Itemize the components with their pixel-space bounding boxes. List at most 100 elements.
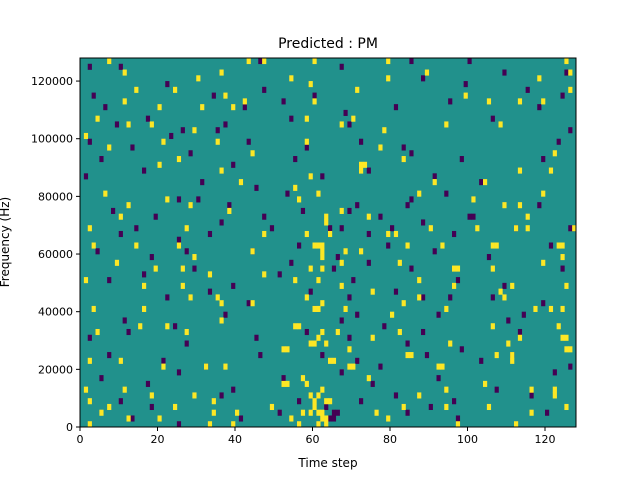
heatmap-cell-high (107, 403, 112, 411)
heatmap-cell-low (91, 92, 96, 99)
heatmap-cell-high (103, 190, 108, 197)
heatmap-cell-low (169, 132, 174, 140)
heatmap-cell-high (87, 357, 92, 364)
heatmap-cell-high (397, 328, 402, 336)
heatmap-cell-high (231, 104, 236, 111)
heatmap-cell-low (176, 421, 182, 428)
heatmap-cell-low (149, 254, 154, 261)
heatmap-cell-low (421, 294, 426, 301)
heatmap-cell-high (417, 294, 422, 301)
heatmap-cell-low (467, 213, 472, 220)
heatmap-cell-low (409, 150, 414, 157)
heatmap-cell-low (564, 69, 569, 76)
heatmap-cell-high (211, 409, 216, 416)
heatmap-cell-high (444, 386, 449, 393)
heatmap-cell-low (126, 328, 131, 336)
plot-background (80, 58, 576, 427)
heatmap-cell-high (529, 409, 534, 416)
heatmap-cell-low (335, 254, 340, 261)
heatmap-cell-low (99, 375, 104, 382)
heatmap-cell-low (459, 156, 464, 163)
x-tick-label: 0 (77, 433, 84, 446)
heatmap-cell-low (448, 294, 453, 301)
heatmap-cell-high (560, 334, 565, 341)
heatmap-cell-low (87, 334, 92, 341)
heatmap-cell-high (289, 75, 294, 82)
heatmap-cell-high (211, 398, 216, 405)
y-axis-label: Frequency (Hz) (0, 197, 12, 288)
heatmap-cell-low (176, 236, 182, 243)
heatmap-cell-low (118, 230, 123, 238)
heatmap-cell-high (452, 282, 457, 289)
heatmap-cell-high (335, 328, 340, 336)
heatmap-cell-high (126, 121, 131, 128)
heatmap-cell-high (564, 334, 569, 341)
heatmap-cell-low (130, 415, 135, 422)
x-tick-label: 40 (228, 433, 242, 446)
heatmap-cell-high (219, 167, 224, 174)
heatmap-cell-high (157, 161, 162, 168)
heatmap-cell-low (494, 386, 499, 393)
heatmap-cell-low (188, 150, 193, 157)
heatmap-cell-low (421, 75, 426, 82)
heatmap-cell-low (560, 92, 565, 99)
heatmap-cell-low (107, 277, 112, 284)
heatmap-cell-low (281, 375, 286, 382)
heatmap-cell-high (568, 86, 573, 93)
heatmap-cell-low (331, 265, 337, 272)
heatmap-cell-high (483, 179, 488, 186)
y-tick-label: 100000 (31, 133, 73, 146)
heatmap-cell-high (219, 300, 224, 307)
heatmap-cell-low (479, 357, 484, 364)
heatmap-cell-high (165, 196, 170, 203)
heatmap-cell-high (297, 196, 302, 203)
heatmap-cell-low (452, 230, 457, 238)
heatmap-cell-low (246, 138, 251, 145)
heatmap-cell-high (320, 409, 325, 416)
heatmap-cell-high (452, 265, 457, 272)
heatmap-cell-low (529, 392, 534, 399)
heatmap-cell-high (192, 254, 197, 261)
heatmap-cell-high (250, 300, 255, 307)
heatmap-cell-low (455, 415, 461, 422)
heatmap-cell-low (312, 92, 317, 99)
y-tick-label: 20000 (38, 363, 73, 376)
heatmap-cell-low (289, 259, 294, 266)
heatmap-cell-low (304, 328, 309, 336)
heatmap-cell-high (560, 305, 565, 312)
heatmap-cell-high (370, 288, 375, 295)
heatmap-cell-low (502, 69, 507, 76)
heatmap-cell-high (525, 225, 530, 232)
heatmap-cell-high (320, 415, 325, 422)
heatmap-cell-high (471, 196, 476, 203)
heatmap-cell-low (165, 81, 170, 88)
heatmap-cell-high (320, 242, 325, 249)
heatmap-cell-high (328, 230, 333, 238)
heatmap-cell-low (370, 380, 375, 387)
heatmap-cell-low (320, 173, 325, 180)
heatmap-cell-low (452, 398, 457, 405)
x-axis-label: Time step (297, 456, 357, 470)
heatmap-cell-high (122, 69, 127, 76)
heatmap-cell-low (219, 392, 224, 399)
x-axis: 0 20 40 60 80 100 120 (77, 427, 556, 446)
heatmap-cell-low (215, 127, 220, 134)
heatmap-cell-high (312, 58, 317, 65)
heatmap-cell-low (436, 311, 441, 318)
heatmap-cell-low (359, 138, 364, 145)
heatmap-cell-high (339, 282, 344, 289)
heatmap-cell-high (316, 409, 321, 416)
heatmap-cell-high (320, 265, 325, 272)
heatmap-cell-high (401, 156, 406, 163)
heatmap-cell-high (514, 225, 519, 232)
heatmap-cell-high (269, 403, 275, 411)
heatmap-cell-low (463, 81, 468, 88)
heatmap-cell-low (409, 265, 414, 272)
heatmap-cell-high (312, 242, 317, 249)
heatmap-cell-low (200, 179, 205, 186)
heatmap-cell-high (541, 190, 546, 197)
heatmap-cell-low (277, 271, 282, 278)
heatmap-cell-high (316, 305, 321, 312)
heatmap-cell-high (165, 323, 170, 330)
